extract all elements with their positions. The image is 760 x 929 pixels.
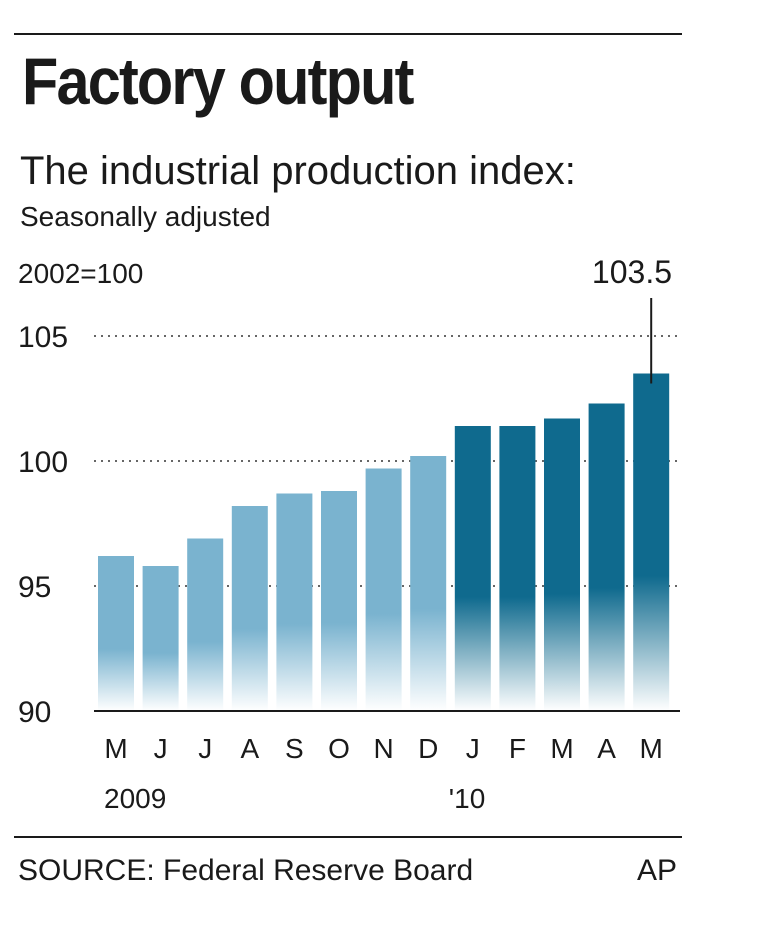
x-tick-label: J [198,733,212,764]
x-tick-label: J [154,733,168,764]
bar [98,556,134,711]
credit-label: AP [637,854,678,887]
bar [588,403,625,711]
bar [410,456,447,711]
bar [321,491,357,711]
callout-label: 103.5 [592,254,672,290]
bar [142,566,179,711]
axes [94,298,680,712]
chart-subtitle: The industrial production index: [20,149,576,193]
x-tick-label: J [466,733,480,764]
bottom-rule [14,836,682,838]
bars [98,373,670,711]
year-label: 2009 [104,783,166,814]
chart-title: Factory output [22,44,414,118]
chart-subnote: Seasonally adjusted [20,201,271,232]
bar [633,373,670,711]
x-tick-label: A [240,733,259,764]
bar [276,493,313,711]
x-tick-label: N [373,733,393,764]
bar [231,506,268,711]
x-tick-label: A [597,733,616,764]
bar [544,418,580,711]
year-label: '10 [449,783,486,814]
bar [499,426,536,711]
source-note: SOURCE: Federal Reserve Board [18,854,474,887]
x-tick-label: M [640,733,663,764]
y-tick-label: 90 [18,696,51,729]
y-tick-label: 95 [18,571,51,604]
bar [365,468,402,711]
x-tick-label: F [509,733,526,764]
x-tick-label: D [418,733,438,764]
y-tick-label: 105 [18,321,68,354]
bar [187,538,224,711]
x-tick-label: O [328,733,350,764]
top-rule [14,33,682,35]
bar [454,426,491,711]
y-tick-label: 100 [18,446,68,479]
x-tick-label: M [550,733,573,764]
x-tick-label: S [285,733,304,764]
x-tick-label: M [104,733,127,764]
units-label: 2002=100 [18,258,143,289]
